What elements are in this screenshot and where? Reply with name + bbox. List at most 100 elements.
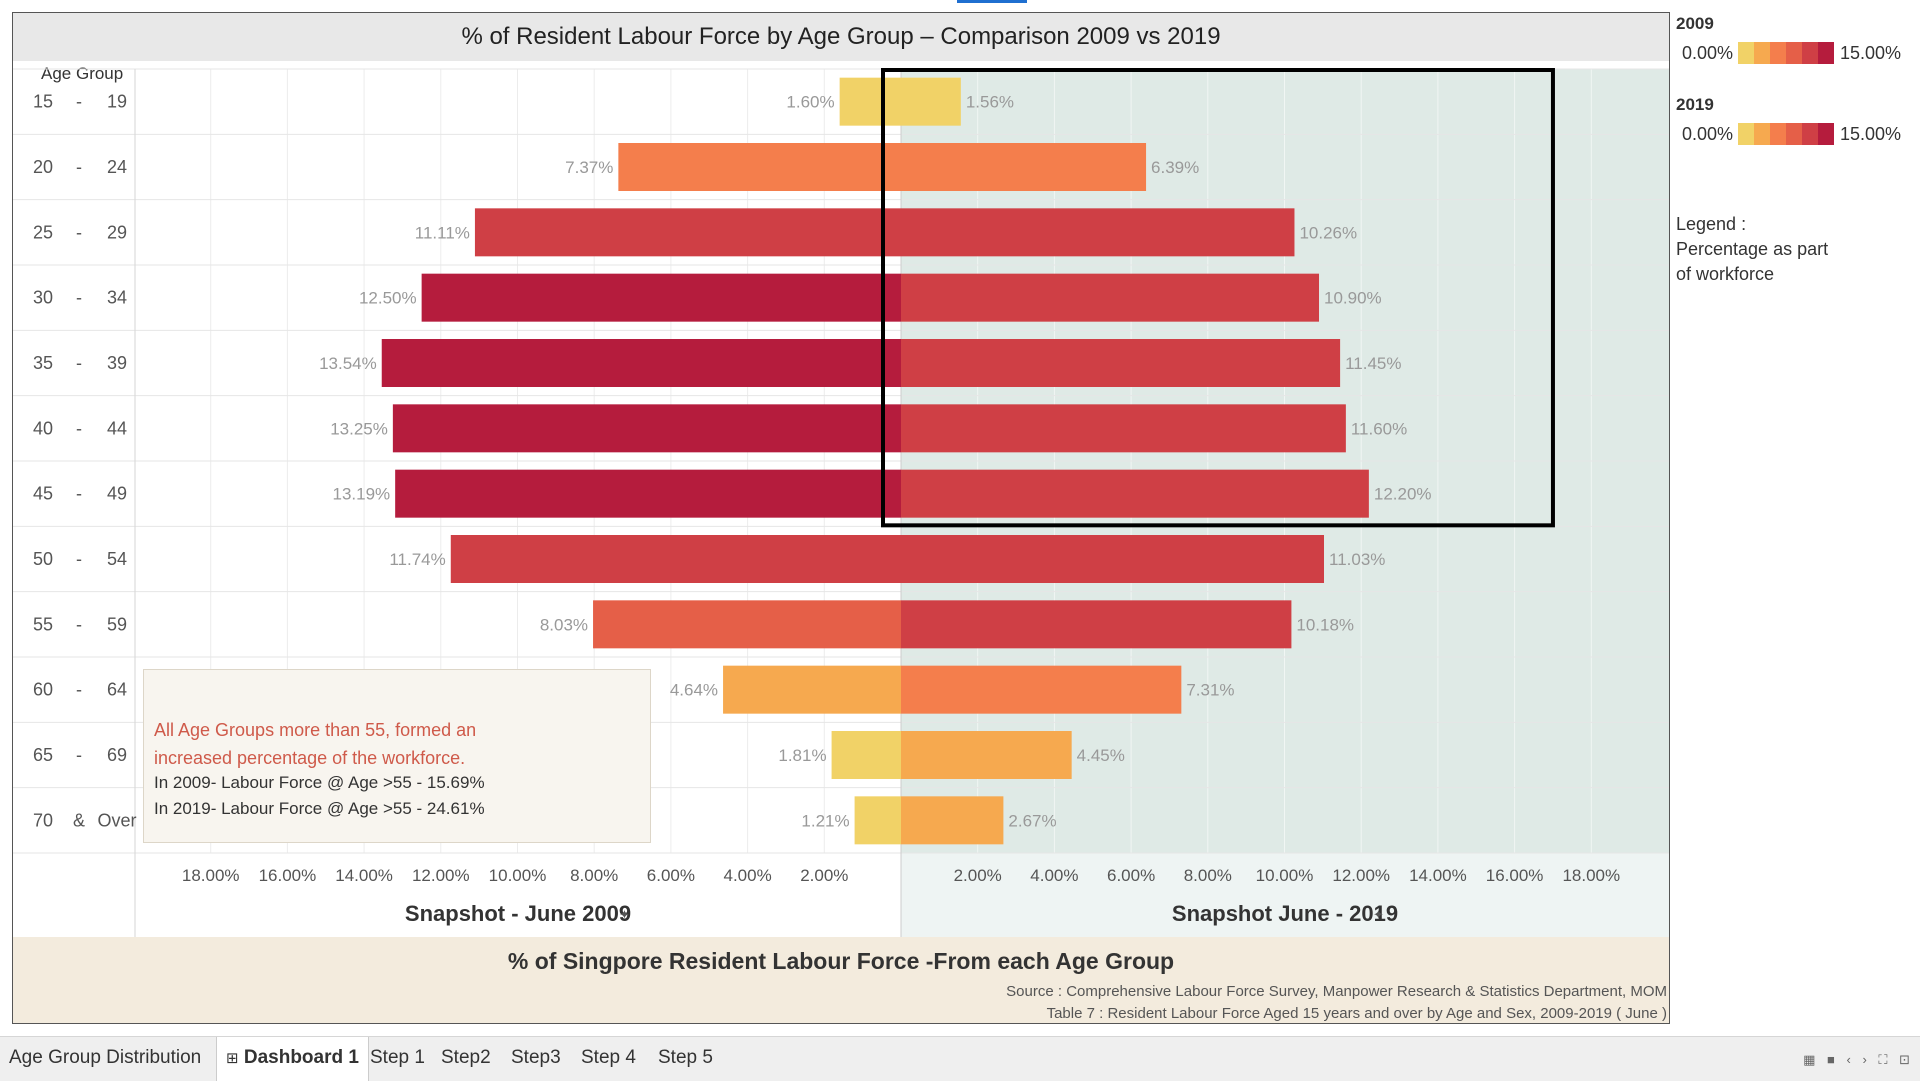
row-label-start: 65	[33, 745, 53, 765]
bar-2009	[392, 404, 901, 453]
bar-2019	[901, 404, 1346, 453]
row-label-sep: -	[76, 288, 82, 308]
bar-2009	[839, 77, 901, 126]
legend-swatch	[1738, 123, 1754, 145]
pin-icon: ✦	[619, 907, 630, 922]
navigation-icons[interactable]: ▦ ■ ‹ › ⛶ ⊡	[1803, 1052, 1914, 1067]
row-label-end: Over	[97, 810, 136, 830]
legend-swatch	[1802, 42, 1818, 64]
highlight-box	[881, 68, 1555, 528]
pane-title-2019: Snapshot June - 2019	[1172, 901, 1398, 926]
data-label-2019: 11.03%	[1329, 550, 1385, 569]
tick-label-2019: 16.00%	[1486, 866, 1544, 885]
footer: % of Singpore Resident Labour Force -Fro…	[13, 937, 1669, 1023]
tab-step-3[interactable]: Step3	[502, 1037, 570, 1081]
row-label-sep: -	[76, 157, 82, 177]
axis-2019-background	[901, 853, 1669, 937]
tick-label-2009: 2.00%	[800, 866, 848, 885]
bar-2009	[854, 796, 901, 845]
active-view-indicator	[957, 0, 1027, 3]
sheet-tab-bar: Age Group Distribution ⊞ Dashboard 1 Ste…	[0, 1036, 1920, 1081]
row-label-start: 60	[33, 680, 53, 700]
tab-label: Step3	[511, 1047, 561, 1068]
row-label-end: 19	[107, 92, 127, 112]
tab-step-4[interactable]: Step 4	[572, 1037, 645, 1081]
bar-2019	[901, 600, 1292, 649]
data-label-2019: 11.45%	[1345, 354, 1401, 373]
tick-label-2009: 18.00%	[182, 866, 240, 885]
row-label-sep: -	[76, 745, 82, 765]
legend-swatch	[1754, 42, 1770, 64]
tab-label: Step2	[441, 1047, 491, 1068]
bar-2009	[474, 208, 901, 257]
data-label-2019: 2.67%	[1008, 811, 1056, 830]
annotation-headline-1: All Age Groups more than 55, formed an	[154, 720, 477, 740]
data-label-2009: 11.11%	[415, 223, 470, 242]
tab-age-group-distribution[interactable]: Age Group Distribution	[0, 1037, 210, 1081]
tick-label-2009: 8.00%	[570, 866, 618, 885]
legend-2019-ramp[interactable]	[1738, 123, 1834, 145]
footer-table-ref: Table 7 : Resident Labour Force Aged 15 …	[1046, 1005, 1667, 1022]
data-label-2009: 1.60%	[786, 93, 834, 112]
row-label-start: 50	[33, 549, 53, 569]
row-label-end: 44	[107, 418, 127, 438]
footer-title: % of Singpore Resident Labour Force -Fro…	[507, 948, 1175, 974]
tab-dashboard-1[interactable]: ⊞ Dashboard 1	[216, 1037, 369, 1081]
bar-2009	[831, 731, 901, 779]
chart-title: % of Resident Labour Force by Age Group …	[461, 23, 1221, 50]
dashboard: % of Resident Labour Force by Age Group …	[12, 12, 1670, 1024]
tick-label-2009: 14.00%	[335, 866, 393, 885]
row-label-start: 30	[33, 288, 53, 308]
legend-swatch	[1738, 42, 1754, 64]
row-label-sep: -	[76, 484, 82, 504]
legend-2009-ramp[interactable]	[1738, 42, 1834, 64]
data-label-2019: 1.56%	[966, 93, 1014, 112]
data-label-2019: 10.90%	[1324, 289, 1382, 308]
data-label-2009: 1.81%	[778, 746, 826, 765]
data-label-2019: 11.60%	[1351, 419, 1407, 438]
data-label-2019: 4.45%	[1077, 746, 1125, 765]
bar-2009	[421, 273, 901, 322]
color-legend: 2009 0.00% 15.00% 2019 0.00% 15.00% Lege…	[1672, 12, 1920, 312]
tick-label-2019: 12.00%	[1332, 866, 1390, 885]
legend-2019-min: 0.00%	[1682, 124, 1734, 144]
row-label-end: 49	[107, 484, 127, 504]
bar-2019	[901, 796, 1004, 845]
tab-step-2[interactable]: Step2	[432, 1037, 500, 1081]
data-label-2009: 13.19%	[332, 485, 390, 504]
bar-2019	[901, 77, 961, 126]
pin-icon: ✦	[1373, 907, 1384, 922]
bar-2009	[381, 339, 902, 387]
legend-swatch	[1818, 42, 1834, 64]
row-label-end: 34	[107, 288, 127, 308]
row-label-start: 45	[33, 484, 53, 504]
row-label-start: 20	[33, 157, 53, 177]
data-label-2019: 12.20%	[1374, 485, 1432, 504]
tab-step-1[interactable]: Step 1	[361, 1037, 434, 1081]
legend-swatch	[1786, 42, 1802, 64]
legend-description-2: of workforce	[1676, 264, 1775, 284]
bar-2009	[450, 535, 901, 583]
legend-title: Legend :	[1676, 214, 1747, 234]
legend-swatch	[1754, 123, 1770, 145]
bar-2019	[901, 143, 1147, 191]
tab-step-5[interactable]: Step 5	[649, 1037, 722, 1081]
tick-label-2009: 16.00%	[259, 866, 317, 885]
legend-description-1: Percentage as part	[1676, 239, 1829, 259]
legend-2019-max: 15.00%	[1840, 124, 1902, 144]
tick-label-2019: 10.00%	[1256, 866, 1314, 885]
pane-title-2009: Snapshot - June 2009	[405, 901, 631, 926]
population-pyramid-chart: 15 - 19 1.60% 1.56% 20 - 24 7.37% 6.39% 25 - 29 11.11…	[13, 68, 1669, 937]
bar-2009	[618, 143, 901, 191]
row-label-sep: -	[76, 222, 82, 242]
legend-swatch	[1802, 123, 1818, 145]
tick-label-2019: 18.00%	[1562, 866, 1620, 885]
bar-2009	[395, 469, 901, 518]
legend-2019-year: 2019	[1676, 95, 1714, 114]
bar-2019	[901, 208, 1295, 257]
legend-2009-max: 15.00%	[1840, 43, 1902, 63]
data-label-2019: 7.31%	[1186, 681, 1234, 700]
row-label-end: 64	[107, 680, 127, 700]
title-bar	[13, 13, 1669, 61]
row-label-sep: &	[73, 810, 85, 830]
